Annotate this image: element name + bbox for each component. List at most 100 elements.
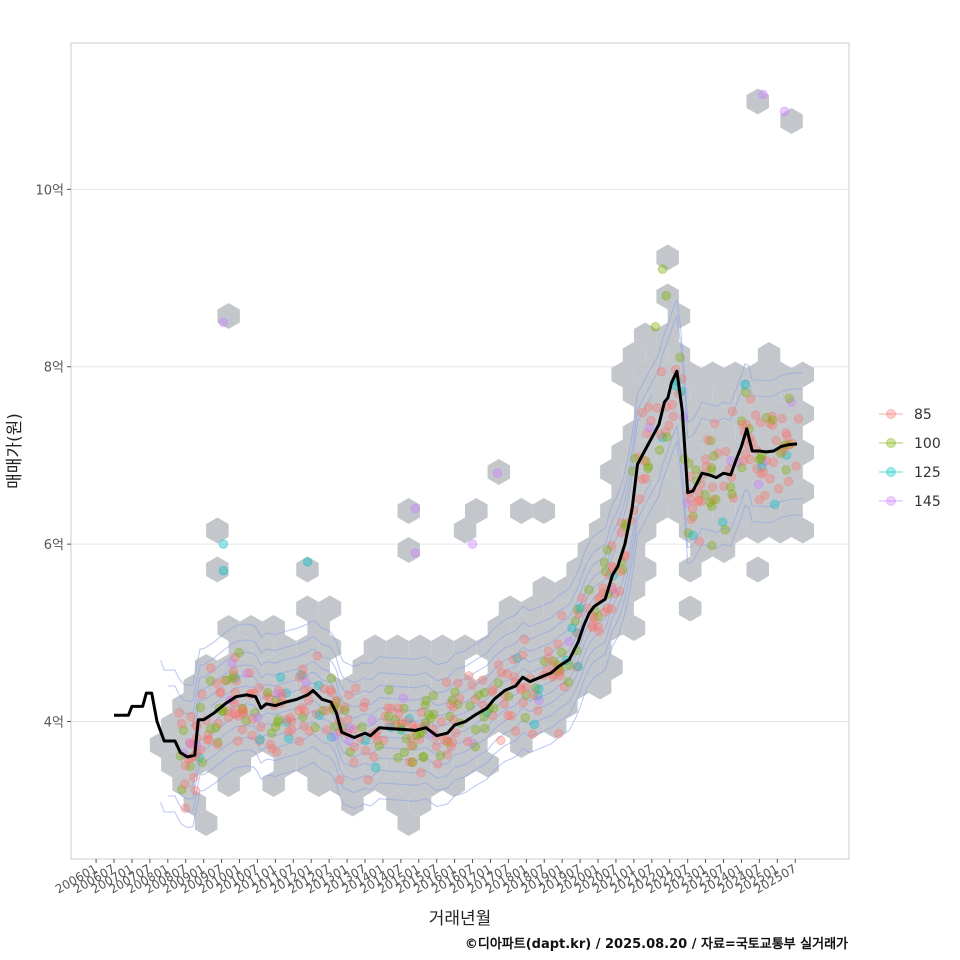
density-contour bbox=[195, 549, 617, 719]
scatter-point bbox=[296, 670, 306, 680]
hexbin-cell bbox=[476, 634, 499, 661]
scatter-point bbox=[237, 704, 247, 715]
scatter-point bbox=[326, 687, 337, 698]
scatter-point bbox=[410, 548, 421, 558]
scatter-point bbox=[436, 716, 447, 727]
density-contour bbox=[189, 523, 635, 788]
scatter-point bbox=[616, 518, 627, 528]
hexbin-cell bbox=[600, 459, 623, 485]
legend-label: 125 bbox=[914, 465, 941, 481]
scatter-point bbox=[614, 586, 625, 597]
hexbin-cell bbox=[791, 361, 814, 388]
scatter-point bbox=[420, 700, 431, 710]
scatter-point bbox=[754, 495, 765, 505]
hexbin-cell bbox=[532, 498, 556, 524]
hexbin-cell bbox=[487, 615, 511, 641]
scatter-point bbox=[668, 411, 679, 422]
scatter-point bbox=[640, 473, 651, 484]
scatter-point bbox=[294, 736, 305, 747]
scatter-point bbox=[529, 690, 539, 700]
scatter-point bbox=[418, 752, 429, 763]
hexbin-cell bbox=[566, 556, 589, 583]
hexbin-cell bbox=[656, 244, 679, 271]
scatter-point bbox=[404, 714, 414, 724]
hexbin-cell bbox=[172, 693, 195, 719]
scatter-point bbox=[709, 451, 719, 461]
scatter-point bbox=[728, 493, 739, 503]
scatter-point bbox=[254, 682, 265, 693]
scatter-point bbox=[363, 775, 374, 785]
scatter-point bbox=[205, 676, 216, 686]
scatter-point bbox=[783, 476, 794, 487]
scatter-point bbox=[683, 528, 694, 538]
scatter-point bbox=[555, 671, 565, 681]
scatter-point bbox=[410, 503, 421, 514]
scatter-point bbox=[304, 726, 315, 736]
scatter-point bbox=[302, 557, 313, 567]
scatter-point bbox=[618, 565, 628, 575]
scatter-point bbox=[646, 415, 656, 426]
scatter-point bbox=[197, 757, 208, 768]
y-tick-label: 8억 bbox=[44, 361, 64, 376]
hexbin-cell bbox=[296, 634, 319, 661]
scatter-point bbox=[344, 690, 354, 700]
scatter-point bbox=[407, 757, 418, 768]
scatter-point bbox=[539, 656, 550, 667]
density-contour bbox=[178, 394, 653, 715]
scatter-point bbox=[351, 683, 361, 693]
hexbin-cell bbox=[172, 771, 195, 797]
hexbin-cell bbox=[769, 478, 792, 505]
hexbin-cell bbox=[600, 654, 623, 680]
scatter-point bbox=[756, 462, 767, 472]
scatter-point bbox=[756, 469, 766, 479]
scatter-point bbox=[657, 432, 668, 443]
scatter-point bbox=[533, 705, 543, 716]
scatter-point bbox=[272, 689, 283, 699]
hexbin-cell bbox=[386, 634, 409, 661]
scatter-point bbox=[521, 682, 531, 693]
scatter-point bbox=[487, 687, 498, 697]
scatter-point bbox=[429, 709, 439, 720]
scatter-point bbox=[510, 726, 521, 736]
density-contour bbox=[167, 424, 803, 813]
scatter-point bbox=[180, 803, 191, 814]
hexbin-cell bbox=[239, 654, 263, 680]
scatter-point bbox=[256, 722, 266, 732]
hexbin-cell bbox=[397, 498, 420, 524]
hexbin-cell bbox=[678, 595, 702, 622]
scatter-point bbox=[285, 712, 296, 723]
scatter-point bbox=[406, 741, 417, 751]
scatter-point bbox=[213, 737, 223, 748]
scatter-point bbox=[737, 419, 748, 430]
scatter-point bbox=[275, 672, 286, 683]
hexbin-cell bbox=[273, 751, 297, 778]
scatter-point bbox=[487, 710, 498, 721]
scatter-point bbox=[421, 695, 431, 706]
scatter-point bbox=[661, 291, 672, 301]
scatter-point bbox=[685, 494, 696, 504]
scatter-point bbox=[349, 724, 359, 735]
scatter-point bbox=[470, 741, 481, 752]
scatter-point bbox=[786, 397, 797, 407]
scatter-point bbox=[218, 317, 229, 328]
scatter-point bbox=[202, 735, 213, 745]
scatter-point bbox=[234, 647, 244, 658]
hexbin-cell bbox=[172, 732, 195, 758]
scatter-point bbox=[287, 725, 297, 735]
scatter-point bbox=[357, 722, 367, 732]
hexbin-cell bbox=[701, 361, 724, 388]
scatter-point bbox=[310, 722, 320, 733]
hexbin-cell bbox=[633, 556, 657, 583]
hexbin-cell bbox=[543, 712, 567, 739]
scatter-point bbox=[220, 675, 230, 686]
scatter-point bbox=[593, 622, 604, 632]
hexbin-cell bbox=[217, 654, 240, 680]
scatter-point bbox=[360, 735, 371, 746]
scatter-point bbox=[228, 708, 239, 718]
scatter-point bbox=[218, 565, 229, 576]
hexbin-cell bbox=[622, 342, 646, 368]
hexbin-cell bbox=[791, 439, 814, 466]
hexbin-cell bbox=[780, 381, 803, 407]
scatter-point bbox=[713, 448, 723, 459]
scatter-point bbox=[298, 711, 308, 722]
